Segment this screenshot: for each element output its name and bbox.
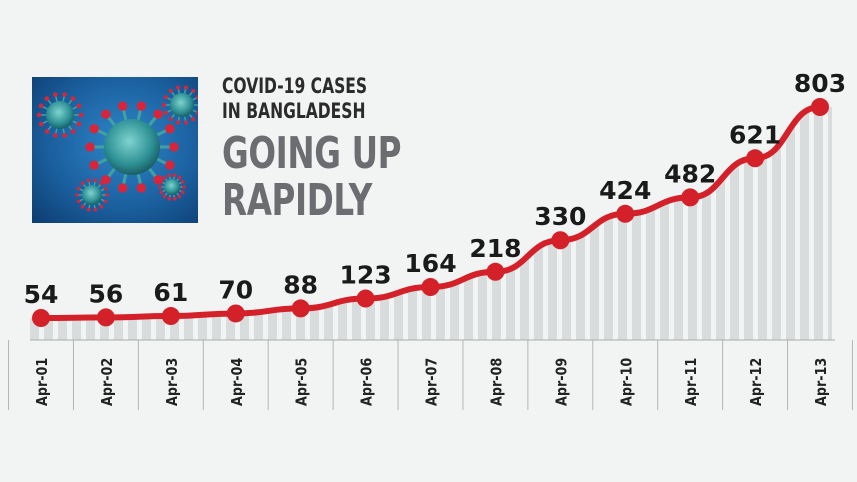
area-stripe	[744, 107, 753, 340]
x-axis-labels: Apr-01 Apr-02 Apr-03 Apr-04 Apr-05 Apr-06 Apr-…	[34, 357, 830, 406]
x-tick-label: Apr-11	[683, 358, 700, 406]
area-stripe	[408, 107, 417, 340]
chart-title-line1: COVID-19 CASES	[222, 74, 368, 98]
data-point	[226, 304, 245, 323]
headline-line2: RAPIDLY	[222, 175, 372, 226]
area-stripe	[618, 107, 627, 340]
data-label: 330	[534, 202, 586, 231]
area-stripe	[198, 107, 207, 340]
area-stripe	[422, 107, 431, 340]
x-tick-label: Apr-03	[164, 358, 181, 406]
data-point	[32, 309, 50, 327]
data-label: 803	[794, 69, 846, 98]
virus-cell	[162, 85, 202, 125]
area-stripe	[604, 107, 613, 340]
data-label: 61	[153, 278, 188, 307]
area-stripe	[758, 107, 767, 340]
data-point	[96, 308, 115, 327]
area-stripe	[478, 107, 487, 340]
area-stripe	[800, 107, 809, 340]
data-label: 218	[469, 234, 521, 263]
area-stripe	[506, 107, 515, 340]
virus-cell	[75, 178, 109, 212]
area-stripe	[660, 107, 669, 340]
x-tick-label: Apr-08	[488, 358, 505, 406]
area-stripe	[632, 107, 641, 340]
data-label: 70	[218, 275, 253, 304]
area-stripe	[688, 107, 697, 340]
chart-title-line2: IN BANGLADESH	[222, 99, 366, 123]
data-point	[291, 299, 310, 318]
area-stripe	[450, 107, 459, 340]
x-tick-label: Apr-13	[813, 358, 830, 406]
data-label: 56	[89, 279, 124, 308]
x-tick-label: Apr-06	[359, 358, 376, 406]
area-stripe	[590, 107, 599, 340]
x-tick-label: Apr-10	[618, 357, 635, 406]
area-stripe	[464, 107, 473, 340]
data-label: 164	[404, 249, 456, 278]
x-axis-ticks	[8, 340, 853, 410]
data-label: 123	[339, 261, 391, 290]
data-point	[811, 98, 829, 116]
data-point	[356, 289, 375, 308]
headline-line1: GOING UP	[222, 128, 402, 179]
data-point	[161, 307, 180, 326]
area-stripe	[828, 107, 832, 340]
area-stripe	[814, 107, 823, 340]
x-tick-label: Apr-09	[553, 358, 570, 406]
data-point	[551, 231, 570, 250]
data-point	[746, 149, 765, 168]
data-label: 482	[664, 159, 716, 188]
x-tick-label: Apr-05	[294, 358, 311, 406]
data-point	[681, 188, 700, 207]
data-points	[32, 98, 829, 327]
data-point	[486, 262, 505, 281]
virus-cell	[85, 101, 179, 193]
virus-cell	[158, 173, 186, 201]
area-stripe	[492, 107, 501, 340]
area-stripe	[730, 107, 739, 340]
coronavirus-image	[32, 77, 202, 223]
area-stripe	[520, 107, 529, 340]
x-tick-label: Apr-12	[748, 358, 765, 406]
data-label: 54	[24, 280, 59, 309]
x-tick-label: Apr-07	[424, 358, 441, 406]
area-stripe	[772, 107, 781, 340]
area-stripe	[786, 107, 795, 340]
data-label: 88	[283, 270, 318, 299]
area-stripe	[674, 107, 683, 340]
x-tick-label: Apr-01	[34, 358, 51, 406]
area-stripe	[646, 107, 655, 340]
data-label: 424	[599, 176, 651, 205]
x-tick-label: Apr-04	[229, 357, 246, 406]
area-stripe	[702, 107, 711, 340]
virus-cell	[36, 92, 84, 138]
x-tick-label: Apr-02	[99, 358, 116, 406]
data-point	[421, 278, 440, 297]
area-stripe	[436, 107, 445, 340]
data-label: 621	[729, 120, 781, 149]
data-labels: 54 56 61 70 88 123 164 218 330 424 482 621 803	[24, 69, 846, 309]
data-point	[616, 204, 635, 223]
area-stripe	[716, 107, 725, 340]
